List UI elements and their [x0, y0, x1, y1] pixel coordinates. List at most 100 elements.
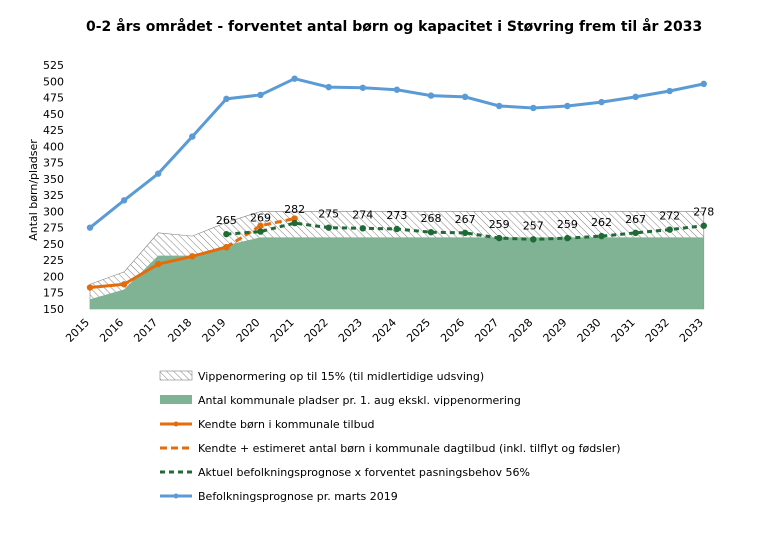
data-point: [325, 83, 332, 91]
x-tick-label: 2017: [131, 316, 160, 345]
legend-label: Aktuel befolkningsprognose x forventet p…: [198, 466, 530, 479]
y-tick-label: 300: [43, 205, 64, 218]
data-point: [291, 219, 298, 227]
y-axis-label: Antal børn/pladser: [27, 139, 40, 241]
data-point: [86, 284, 94, 291]
data-point: [666, 87, 673, 95]
y-tick-label: 150: [43, 303, 64, 316]
y-tick-label: 275: [43, 222, 64, 235]
data-point: [257, 91, 264, 99]
data-label: 257: [523, 219, 544, 232]
y-tick-label: 425: [43, 124, 64, 137]
data-point: [155, 170, 162, 177]
y-tick-label: 500: [43, 75, 64, 88]
data-point: [120, 197, 128, 204]
legend: Vippenormering op til 15% (til midlertid…: [159, 370, 621, 503]
data-point: [530, 236, 537, 243]
data-point: [700, 80, 707, 88]
plot-area: 150 175 200 225 250 275 300 325 350 375 400 425 450 4…: [43, 59, 714, 345]
data-point: [223, 95, 230, 103]
data-point: [700, 222, 707, 229]
y-tick-label: 375: [43, 157, 64, 170]
data-point: [120, 281, 128, 288]
x-tick-label: 2024: [370, 316, 399, 345]
data-point: [189, 133, 196, 140]
area-series-1: [90, 237, 704, 309]
legend-label: Kendte + estimeret antal børn i kommunal…: [198, 442, 621, 455]
data-label: 259: [557, 218, 578, 231]
y-tick-label: 400: [43, 140, 64, 153]
data-label: 278: [693, 206, 714, 219]
x-tick-label: 2026: [438, 316, 467, 345]
line-series-4: [226, 221, 704, 241]
legend-swatch: [160, 395, 192, 404]
data-label: 272: [659, 210, 680, 223]
data-point: [461, 93, 469, 101]
y-tick-label: 450: [43, 108, 64, 121]
data-point: [257, 222, 264, 229]
x-tick-label: 2029: [541, 316, 570, 345]
data-point: [359, 225, 366, 232]
data-point: [223, 243, 230, 251]
x-tick-label: 2031: [609, 316, 638, 345]
data-point: [223, 230, 230, 238]
x-tick-label: 2015: [63, 316, 92, 345]
x-tick-label: 2022: [302, 316, 331, 345]
data-point: [530, 104, 537, 112]
y-tick-label: 525: [43, 59, 64, 72]
legend-label: Befolkningsprognose pr. marts 2019: [198, 490, 398, 503]
data-label: 269: [250, 212, 271, 225]
x-tick-label: 2032: [643, 316, 672, 345]
x-tick-label: 2021: [268, 316, 297, 345]
data-point: [427, 229, 435, 236]
data-point: [496, 102, 503, 110]
data-point: [632, 93, 639, 101]
x-tick-label: 2018: [165, 316, 194, 345]
y-tick-label: 225: [43, 254, 64, 267]
legend-label: Vippenormering op til 15% (til midlertid…: [198, 370, 484, 383]
data-point: [393, 86, 401, 93]
legend-marker: [173, 421, 179, 427]
data-point: [155, 260, 162, 268]
y-tick-label: 200: [43, 270, 64, 283]
data-point: [461, 229, 469, 237]
data-point: [666, 226, 673, 233]
data-label: 268: [421, 212, 442, 225]
data-point: [257, 228, 264, 235]
data-point: [325, 224, 332, 231]
x-tick-label: 2025: [404, 316, 433, 345]
legend-label: Antal kommunale pladser pr. 1. aug ekskl…: [198, 394, 521, 407]
y-tick-label: 475: [43, 92, 64, 105]
data-label: 259: [489, 218, 510, 231]
data-point: [86, 224, 94, 231]
data-label: 262: [591, 216, 612, 229]
y-tick-label: 175: [43, 287, 64, 300]
x-tick-label: 2033: [677, 316, 706, 345]
line-series-3: [225, 217, 295, 249]
x-tick-label: 2023: [336, 316, 365, 345]
x-tick-label: 2016: [97, 316, 126, 345]
legend-swatch: [159, 370, 193, 381]
data-label: 267: [455, 213, 476, 226]
x-tick-label: 2027: [472, 316, 501, 345]
data-point: [393, 225, 401, 233]
data-point: [291, 75, 298, 82]
data-point: [359, 84, 366, 91]
y-tick-label: 250: [43, 238, 64, 251]
y-tick-label: 350: [43, 173, 64, 186]
x-tick-label: 2030: [575, 316, 604, 345]
x-tick-label: 2020: [234, 316, 263, 345]
line-series-5: [89, 77, 705, 229]
data-point: [496, 234, 503, 242]
data-point: [189, 253, 196, 260]
data-label: 274: [352, 208, 373, 221]
data-label: 273: [386, 209, 407, 222]
data-label: 282: [284, 203, 305, 216]
data-point: [598, 232, 605, 240]
data-point: [564, 102, 571, 110]
data-label: 265: [216, 214, 237, 227]
data-point: [632, 229, 639, 237]
chart-title: 0-2 års området - forventet antal børn o…: [86, 18, 702, 35]
legend-label: Kendte børn i kommunale tilbud: [198, 418, 375, 431]
